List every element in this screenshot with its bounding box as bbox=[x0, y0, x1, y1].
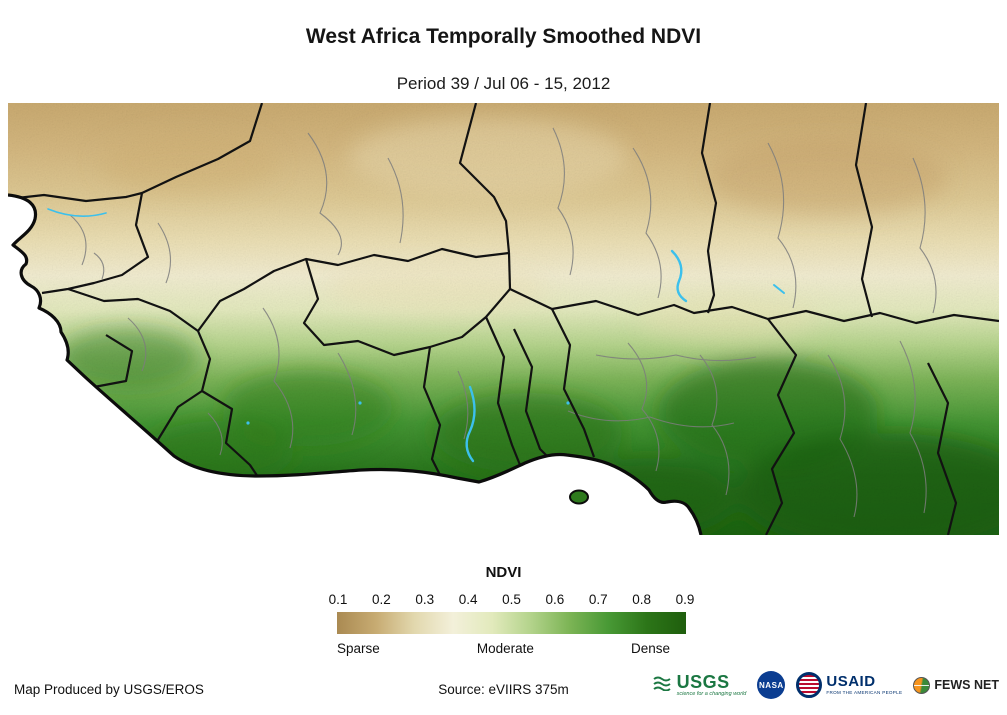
bioko-island bbox=[569, 489, 589, 505]
admin-boundaries bbox=[69, 127, 937, 518]
legend-category-row: Sparse Moderate Dense bbox=[337, 641, 686, 656]
coastline bbox=[8, 193, 703, 535]
water-features bbox=[47, 208, 785, 463]
usgs-tagline: science for a changing world bbox=[676, 690, 747, 697]
legend-tick: 0.5 bbox=[502, 592, 521, 607]
fewsnet-logo: FEWS NET bbox=[913, 676, 999, 694]
legend-tick: 0.1 bbox=[328, 592, 348, 607]
fewsnet-logo-text: FEWS NET bbox=[934, 678, 999, 692]
international-boundaries bbox=[8, 103, 999, 535]
usgs-logo-text: USGS bbox=[676, 671, 730, 692]
agency-logos: USGS science for a changing world NASA U… bbox=[653, 671, 999, 699]
niger-river bbox=[670, 249, 688, 303]
legend-tick: 0.8 bbox=[632, 592, 652, 607]
nasa-logo: NASA bbox=[757, 671, 786, 699]
source-text: Source: eVIIRS 375m bbox=[438, 682, 569, 697]
legend-category-sparse: Sparse bbox=[337, 641, 380, 656]
legend-tick: 0.4 bbox=[458, 592, 478, 607]
legend-tick: 0.6 bbox=[545, 592, 565, 607]
lake-volta bbox=[465, 385, 476, 463]
legend-title: NDVI bbox=[485, 564, 522, 581]
ndvi-raster-image bbox=[8, 103, 999, 535]
usgs-logo: USGS science for a changing world bbox=[653, 671, 747, 698]
ndvi-map bbox=[8, 103, 999, 535]
produced-by-text: Map Produced by USGS/EROS bbox=[14, 682, 204, 697]
page-subtitle: Period 39 / Jul 06 - 15, 2012 bbox=[396, 74, 611, 93]
usaid-tagline: FROM THE AMERICAN PEOPLE bbox=[826, 689, 903, 695]
nasa-meatball-icon: NASA bbox=[757, 671, 786, 699]
legend-category-dense: Dense bbox=[630, 641, 670, 656]
legend-tick-row: 0.1 0.2 0.3 0.4 0.5 0.6 0.7 0.8 0.9 bbox=[325, 592, 698, 607]
senegal-river bbox=[47, 208, 107, 217]
usgs-wave-icon bbox=[653, 675, 673, 696]
usaid-logo: USAID FROM THE AMERICAN PEOPLE bbox=[796, 672, 902, 698]
page-title: West Africa Temporally Smoothed NDVI bbox=[305, 25, 702, 48]
atlantic-ocean bbox=[8, 195, 701, 535]
legend-tick: 0.2 bbox=[371, 592, 391, 607]
usaid-seal-icon bbox=[796, 672, 823, 698]
legend-tick: 0.3 bbox=[415, 592, 435, 607]
legend-tick: 0.7 bbox=[588, 592, 608, 607]
legend-tick: 0.9 bbox=[675, 592, 695, 607]
fewsnet-globe-icon bbox=[913, 676, 931, 694]
legend-category-moderate: Moderate bbox=[476, 641, 534, 656]
legend-gradient-bar bbox=[337, 612, 686, 634]
usaid-logo-text: USAID bbox=[826, 673, 876, 691]
